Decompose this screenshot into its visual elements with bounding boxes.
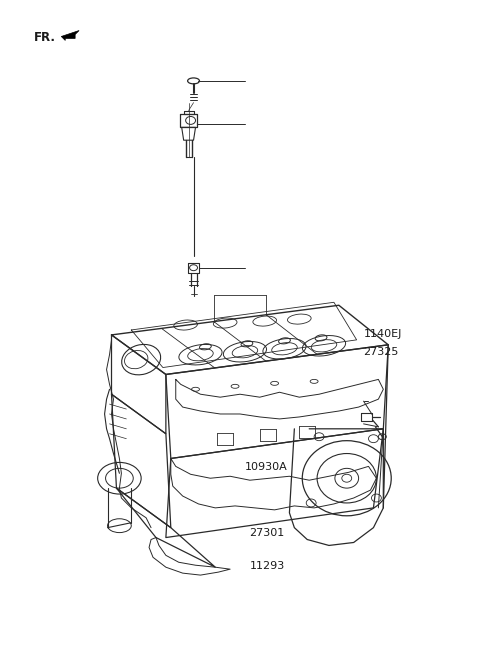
Text: 1140EJ: 1140EJ (363, 329, 402, 339)
Text: FR.: FR. (34, 31, 56, 44)
Text: 11293: 11293 (250, 561, 285, 571)
Text: 27325: 27325 (363, 347, 399, 357)
Polygon shape (61, 31, 79, 41)
Text: 10930A: 10930A (245, 462, 288, 472)
Text: 27301: 27301 (250, 529, 285, 538)
